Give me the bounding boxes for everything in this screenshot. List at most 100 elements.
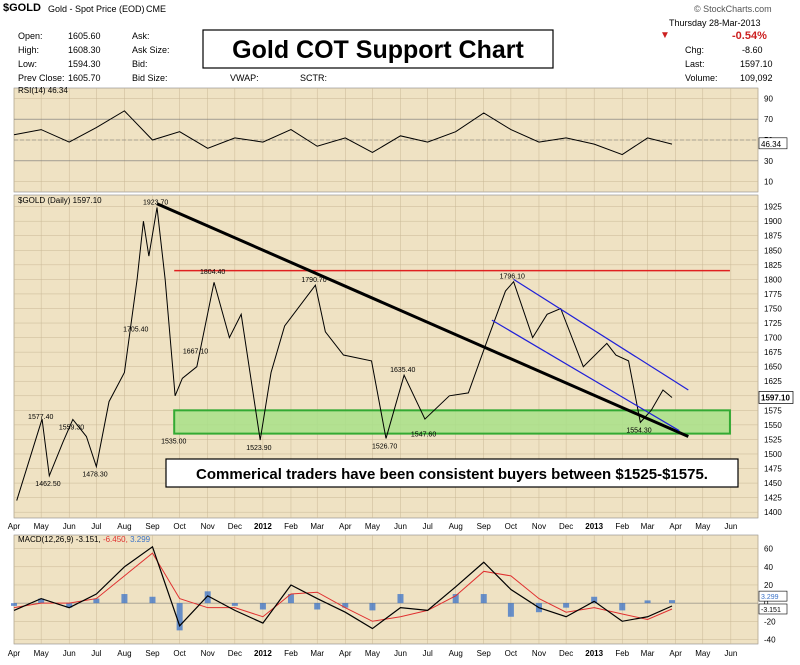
- x-tick-label: Oct: [173, 649, 186, 658]
- price-tick-label: 1800: [764, 275, 782, 284]
- prev-close-value: 1605.70: [68, 73, 101, 83]
- macd-panel: [13, 534, 759, 645]
- x-tick-label: Feb: [615, 522, 629, 531]
- x-tick-label: May: [365, 649, 380, 658]
- price-tick-label: 1675: [764, 348, 782, 357]
- macd-last-box: [758, 603, 788, 615]
- x-tick-label: Nov: [532, 649, 546, 658]
- price-point-label: 1559.30: [59, 424, 84, 431]
- macd-label-part: MACD(12,26,9) -3.151,: [18, 535, 103, 544]
- x-tick-label: Mar: [310, 522, 324, 531]
- x-tick-label: Jun: [394, 649, 407, 658]
- x-tick-label: May: [34, 522, 49, 531]
- x-tick-label: May: [695, 649, 710, 658]
- x-tick-label: Apr: [339, 649, 352, 658]
- macd-label-part: 3.299: [130, 535, 151, 544]
- high-label: High:: [18, 45, 40, 55]
- price-tick-label: 1650: [764, 363, 782, 372]
- bid-label: Bid:: [132, 59, 148, 69]
- macd-histogram-bar: [644, 600, 651, 604]
- x-tick-label: Sep: [145, 649, 160, 658]
- price-tick-label: 1850: [764, 246, 782, 255]
- price-tick-label: 1475: [764, 465, 782, 474]
- macd-signal-line: [13, 552, 673, 622]
- macd-tick-label: 40: [764, 563, 773, 572]
- rsi-tick-label: 10: [764, 178, 773, 187]
- x-tick-label: May: [365, 522, 380, 531]
- price-tick-label: 1500: [764, 450, 782, 459]
- x-tick-label: Oct: [505, 522, 518, 531]
- price-tick-label: 1400: [764, 508, 782, 517]
- x-tick-label: Aug: [117, 522, 131, 531]
- x-tick-label: Feb: [615, 649, 629, 658]
- x-tick-label: Apr: [8, 522, 21, 531]
- price-point-label: 1523.90: [246, 445, 271, 452]
- down-triangle-icon: ▼: [660, 30, 670, 41]
- macd-label-part: -6.450,: [103, 535, 130, 544]
- x-tick-label: 2012: [254, 649, 272, 658]
- rsi-series-line: [13, 110, 673, 156]
- macd-histogram-bar: [38, 598, 45, 604]
- price-point-label: 1577.40: [28, 414, 53, 421]
- macd-last-box: [758, 590, 788, 602]
- x-tick-label: Sep: [477, 522, 492, 531]
- price-tick-label: 1450: [764, 479, 782, 488]
- exchange: CME: [146, 4, 166, 14]
- change-percent: -0.54%: [732, 30, 767, 42]
- x-tick-label: Nov: [532, 522, 546, 531]
- copyright: © StockCharts.com: [694, 4, 772, 14]
- low-label: Low:: [18, 59, 38, 69]
- rsi-last-value: 46.34: [761, 140, 782, 149]
- channel-lower-line: [491, 319, 680, 432]
- x-tick-label: Jun: [63, 649, 76, 658]
- macd-histogram-bar: [669, 600, 676, 604]
- macd-histogram-bar: [149, 596, 156, 604]
- macd-histogram-bar: [369, 603, 376, 611]
- vwap-label: VWAP:: [230, 73, 259, 83]
- price-tick-label: 1900: [764, 217, 782, 226]
- x-tick-label: Aug: [449, 649, 463, 658]
- macd-histogram-bar: [314, 603, 321, 610]
- price-point-label: 1547.60: [411, 431, 436, 438]
- price-point-label: 1535.00: [161, 439, 186, 446]
- x-tick-label: May: [34, 649, 49, 658]
- price-last-value: 1597.10: [761, 393, 790, 402]
- macd-tick-label: -40: [764, 635, 776, 644]
- x-tick-label: 2013: [585, 649, 603, 658]
- x-tick-label: Sep: [145, 522, 160, 531]
- x-tick-label: Jun: [724, 649, 737, 658]
- open-label: Open:: [18, 31, 43, 41]
- x-tick-label: Apr: [8, 649, 21, 658]
- macd-histogram-bar: [591, 596, 598, 604]
- macd-tick-label: 0: [764, 599, 769, 608]
- price-point-label: 1462.50: [35, 481, 60, 488]
- macd-histogram-bar: [231, 603, 238, 606]
- price-tick-label: 1750: [764, 304, 782, 313]
- x-tick-label: Dec: [228, 522, 242, 531]
- volume-value: 109,092: [740, 73, 773, 83]
- macd-histogram-bar: [93, 598, 100, 604]
- macd-histogram-bar: [507, 603, 514, 617]
- x-tick-label: Feb: [284, 522, 298, 531]
- price-last-box: [758, 391, 794, 404]
- macd-tick-label: -20: [764, 617, 776, 626]
- low-value: 1594.30: [68, 59, 101, 69]
- macd-tick-label: 20: [764, 581, 773, 590]
- x-tick-label: Oct: [505, 649, 518, 658]
- rsi-label: RSI(14) 46.34: [18, 86, 68, 95]
- x-tick-label: 2013: [585, 522, 603, 531]
- x-tick-label: Apr: [339, 522, 352, 531]
- x-tick-label: 2012: [254, 522, 272, 531]
- x-tick-label: Mar: [641, 522, 655, 531]
- price-tick-label: 1425: [764, 494, 782, 503]
- macd-histogram-bar: [563, 603, 570, 608]
- rsi-tick-label: 70: [764, 115, 773, 124]
- x-tick-label: Oct: [173, 522, 186, 531]
- macd-histogram-bar: [204, 591, 211, 604]
- description: Gold - Spot Price (EOD): [48, 4, 145, 14]
- x-tick-label: Jun: [724, 522, 737, 531]
- price-tick-label: 1875: [764, 232, 782, 241]
- macd-histogram-bar: [287, 594, 294, 604]
